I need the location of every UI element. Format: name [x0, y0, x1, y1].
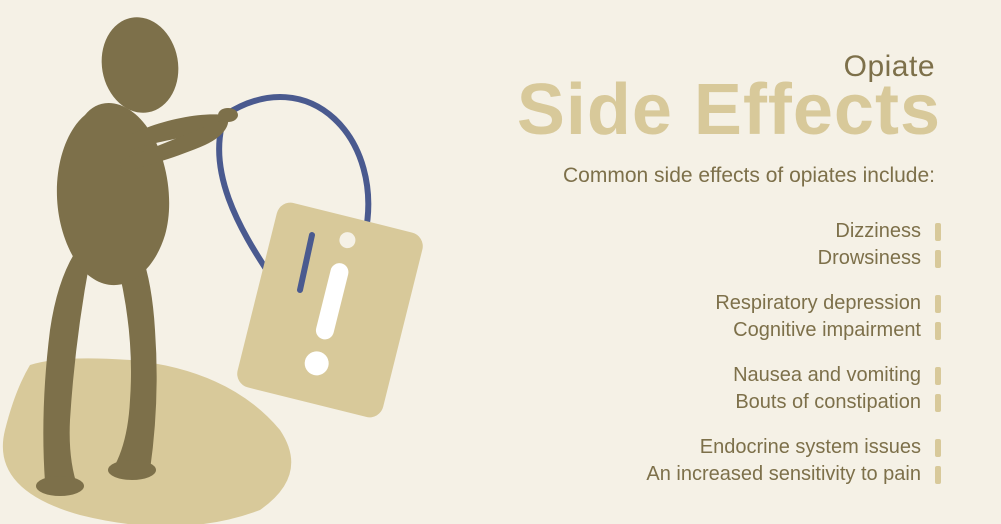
effect-label: Dizziness — [835, 218, 935, 245]
effect-item: Endocrine system issues — [381, 434, 941, 461]
bullet-icon — [935, 295, 941, 313]
bullet-icon — [935, 322, 941, 340]
effects-group: Endocrine system issuesAn increased sens… — [381, 434, 941, 488]
bullet-icon — [935, 394, 941, 412]
effect-label: Respiratory depression — [715, 290, 935, 317]
effect-item: Respiratory depression — [381, 290, 941, 317]
bullet-icon — [935, 223, 941, 241]
effect-item: Bouts of constipation — [381, 389, 941, 416]
title: Side Effects — [381, 74, 941, 146]
bullet-icon — [935, 439, 941, 457]
subtitle: Common side effects of opiates include: — [381, 164, 941, 188]
effect-label: An increased sensitivity to pain — [646, 461, 935, 488]
effects-group: Respiratory depressionCognitive impairme… — [381, 290, 941, 344]
effect-item: Dizziness — [381, 218, 941, 245]
effect-item: Drowsiness — [381, 245, 941, 272]
bullet-icon — [935, 250, 941, 268]
bullet-icon — [935, 466, 941, 484]
effect-label: Cognitive impairment — [733, 317, 935, 344]
effect-label: Bouts of constipation — [735, 389, 935, 416]
effects-groups: DizzinessDrowsiness Respiratory depressio… — [381, 218, 941, 488]
effect-item: An increased sensitivity to pain — [381, 461, 941, 488]
effect-item: Cognitive impairment — [381, 317, 941, 344]
effect-label: Endocrine system issues — [700, 434, 935, 461]
effect-label: Nausea and vomiting — [733, 362, 935, 389]
text-block: Opiate Side Effects Common side effects … — [381, 50, 941, 506]
effect-item: Nausea and vomiting — [381, 362, 941, 389]
effects-group: DizzinessDrowsiness — [381, 218, 941, 272]
bullet-icon — [935, 367, 941, 385]
effect-label: Drowsiness — [818, 245, 935, 272]
infographic-canvas: Opiate Side Effects Common side effects … — [0, 0, 1001, 524]
effects-group: Nausea and vomitingBouts of constipation — [381, 362, 941, 416]
